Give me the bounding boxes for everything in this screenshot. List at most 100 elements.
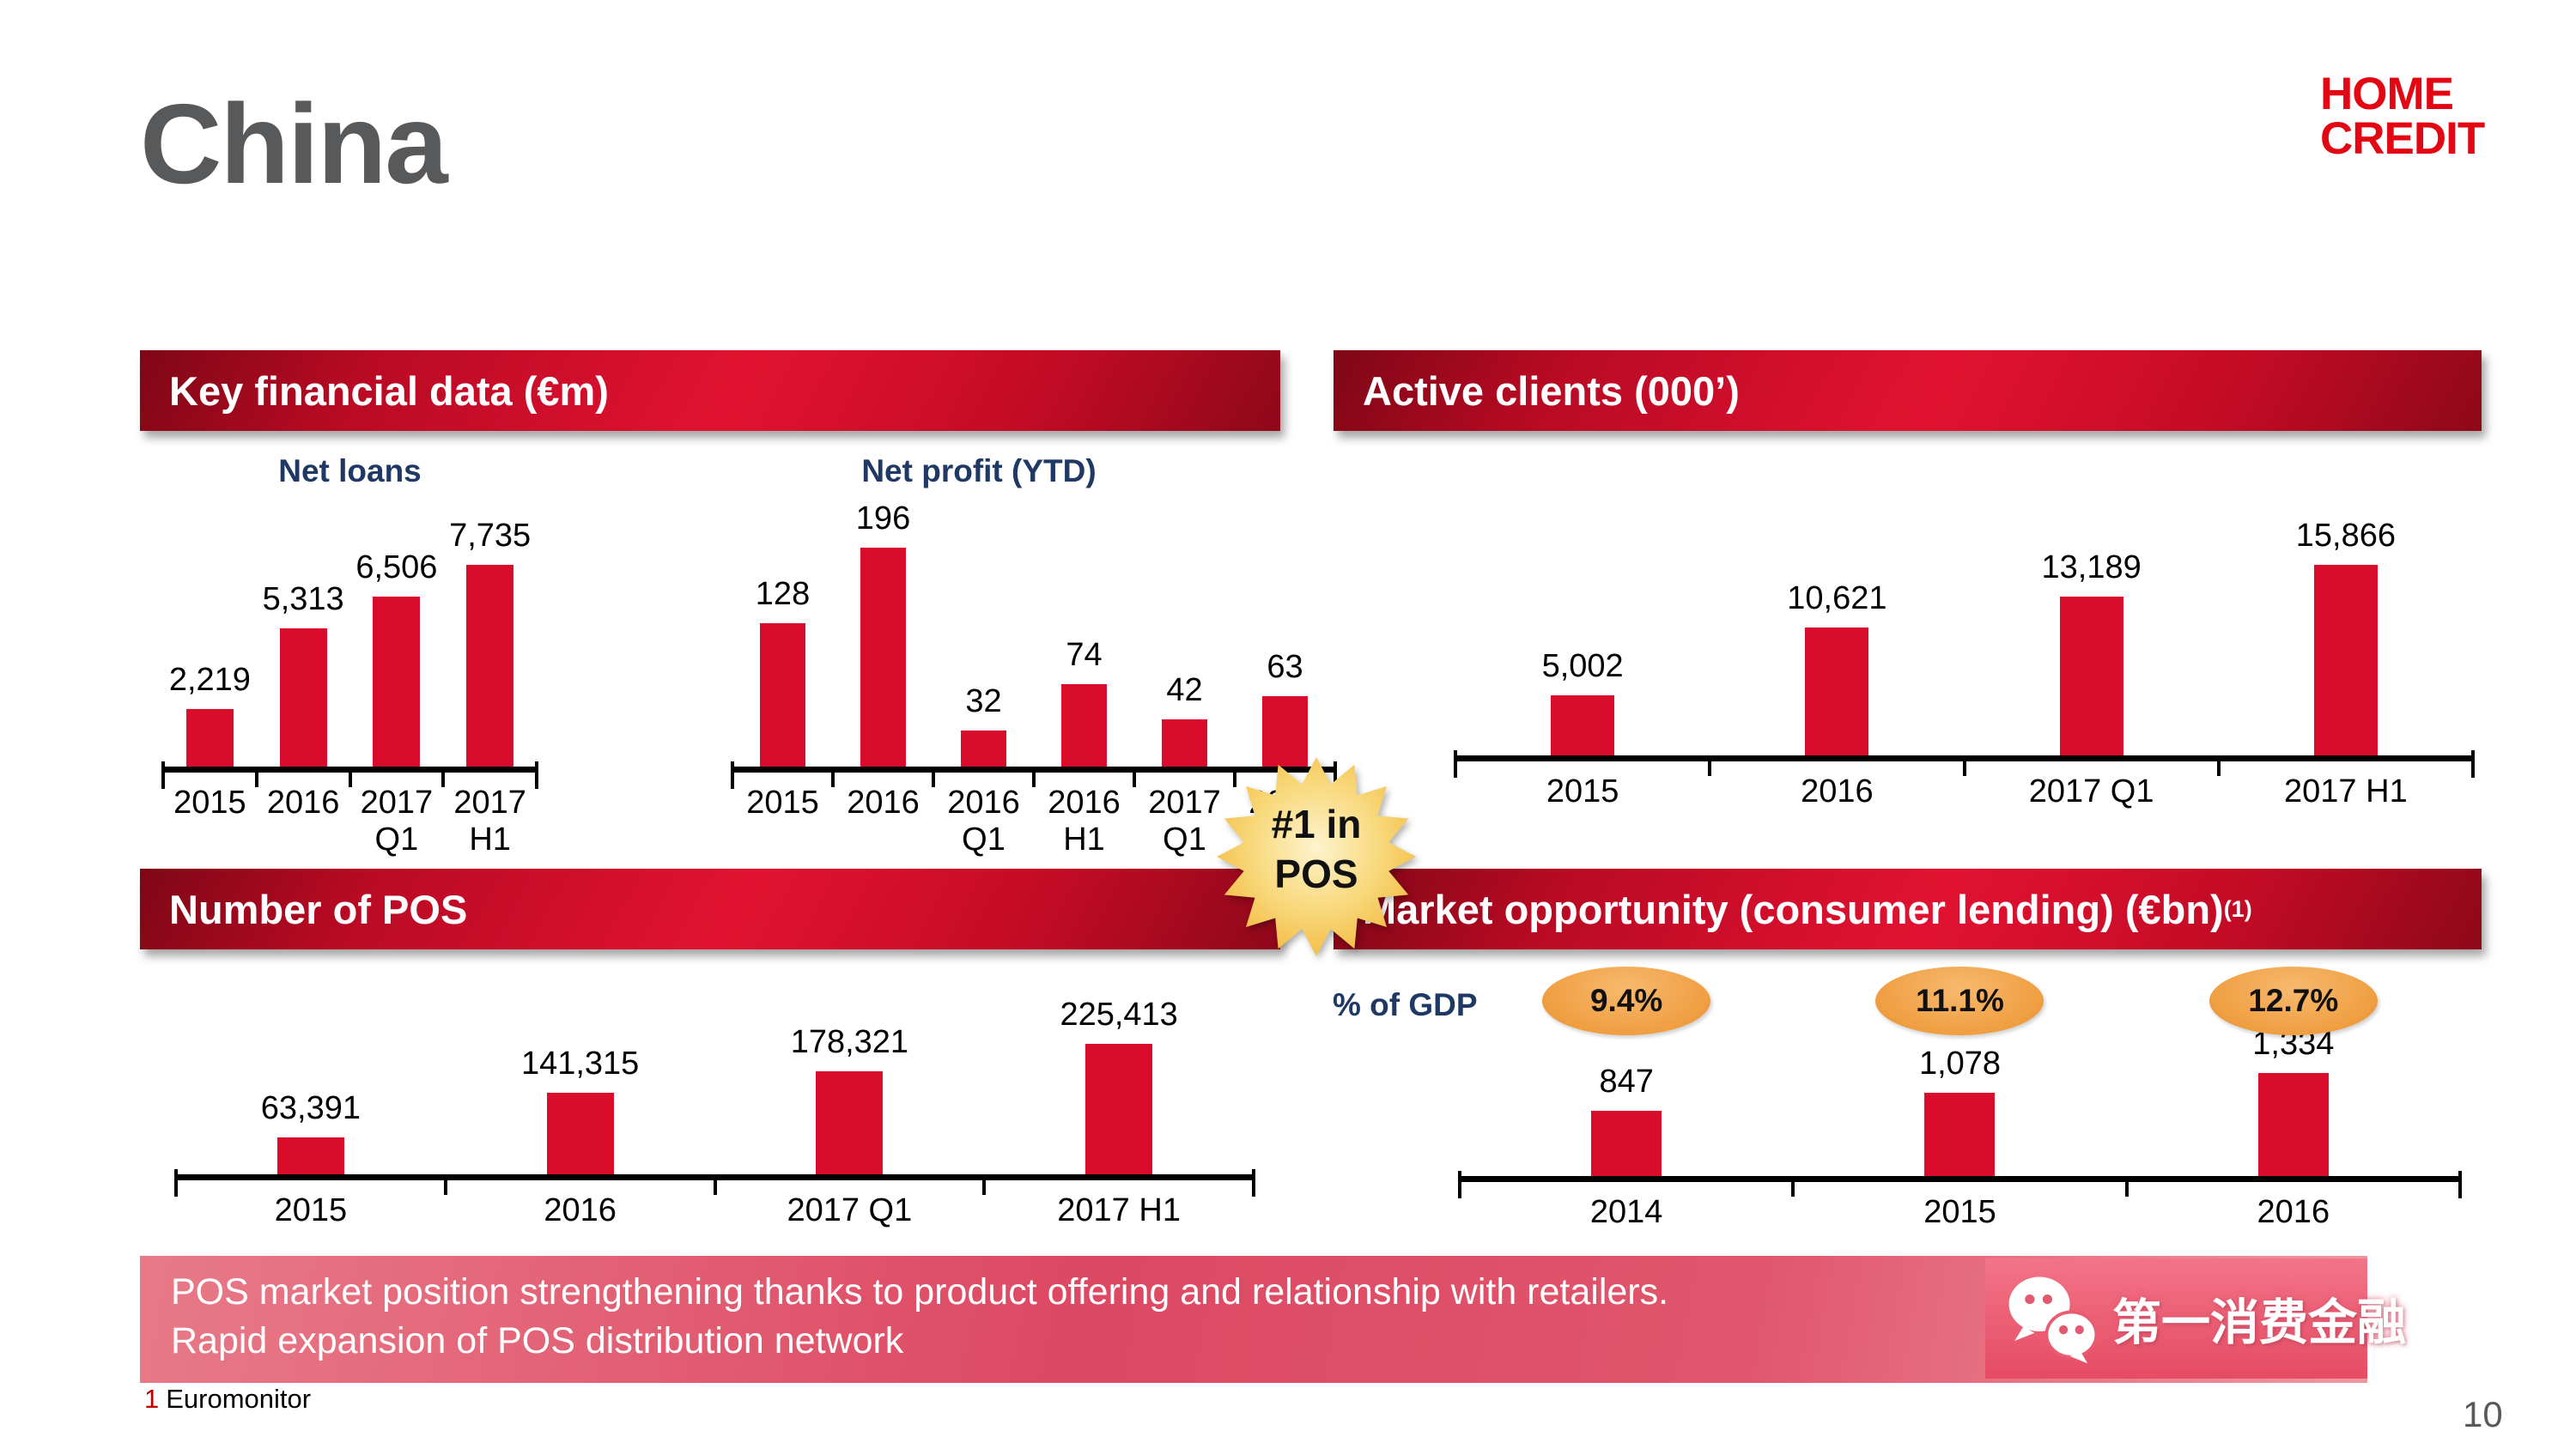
- x-axis: [174, 1169, 1255, 1197]
- active-clients-chart: 5,002 10,621 13,189 15,866 2015 2016 2017 Q1 20…: [1454, 509, 2475, 810]
- bar-group: 42: [1134, 672, 1235, 767]
- bar-value-label: 63,391: [260, 1090, 361, 1126]
- bar-value-label: 196: [855, 500, 911, 537]
- bar-group: 196: [833, 500, 933, 767]
- x-axis-label: 2015: [173, 785, 246, 821]
- bar-value-label: 32: [965, 683, 1002, 719]
- bar-value-label: 13,189: [2041, 549, 2142, 585]
- bar: [279, 628, 327, 767]
- bar-group: 10,621: [1710, 580, 1964, 755]
- x-axis-label: 2015: [1923, 1194, 1996, 1230]
- bar-value-label: 128: [755, 576, 811, 612]
- x-axis-label: 2016: [266, 785, 340, 821]
- banner-active-clients: Active clients (000’): [1334, 350, 2482, 431]
- market-opportunity-chart: 847 1,078 1,334 2014 2015 2016: [1458, 1017, 2462, 1231]
- footnote: 1 Euromonitor: [144, 1384, 311, 1415]
- x-axis-label: 2017 H1: [2284, 773, 2408, 809]
- banner-market-title: Market opportunity (consumer lending) (€…: [1363, 886, 2224, 932]
- gdp-share-label: % of GDP: [1333, 987, 1478, 1022]
- banner-key-financial-data: Key financial data (€m): [140, 350, 1280, 431]
- bar-group: 13,189: [1965, 549, 2219, 755]
- pos-badge-text: #1 in POS: [1271, 802, 1362, 896]
- x-axis-label: 2017 Q1: [787, 1192, 913, 1228]
- bar: [276, 1137, 344, 1174]
- net-loans-title: Net loans: [278, 453, 422, 488]
- bar-group: 5,002: [1455, 648, 1710, 755]
- bar: [373, 597, 421, 767]
- bar: [1805, 627, 1869, 755]
- bar-group: 1,078: [1793, 1046, 2126, 1176]
- bar-group: 15,866: [2219, 518, 2473, 755]
- bar: [2257, 1073, 2329, 1176]
- x-axis-label: 2015: [746, 785, 819, 821]
- bar-group: 847: [1460, 1064, 1793, 1176]
- x-axis: [161, 761, 538, 789]
- page-number: 10: [2463, 1394, 2503, 1434]
- bar-value-label: 2,219: [168, 662, 251, 698]
- x-axis: [731, 761, 1337, 789]
- bar-value-label: 5,313: [262, 581, 344, 617]
- bar: [1262, 696, 1308, 767]
- bar-group: 178,321: [715, 1024, 985, 1174]
- wechat-account-badge: 第一消费金融: [1985, 1258, 2406, 1379]
- bar: [1085, 1044, 1153, 1174]
- bar: [860, 548, 906, 767]
- x-axis-label: 2016 Q1: [947, 785, 1020, 858]
- bottom-banner-line1: POS market position strengthening thanks…: [171, 1271, 1669, 1313]
- x-axis: [1454, 750, 2475, 778]
- banner-number-of-pos: Number of POS: [140, 869, 1280, 949]
- banner-market-opportunity: Market opportunity (consumer lending) (€…: [1334, 869, 2482, 949]
- gdp-oval-2015: 11.1%: [1875, 967, 2044, 1035]
- x-axis-label: 2016: [847, 785, 920, 821]
- bar-value-label: 141,315: [520, 1046, 640, 1082]
- page-title: China: [140, 81, 448, 207]
- net-loans-chart: 2,219 5,313 6,506 7,735 2015 2016 2017 Q1 2017 …: [161, 509, 538, 858]
- home-credit-logo: HOME CREDIT: [2320, 69, 2485, 164]
- footnote-marker: 1: [144, 1384, 160, 1414]
- bar-value-label: 10,621: [1787, 580, 1887, 616]
- x-axis-label: 2017 H1: [453, 785, 526, 858]
- wechat-account-name: 第一消费金融: [2112, 1295, 2406, 1350]
- bar-group: 2,219: [163, 662, 257, 767]
- bar-value-label: 1,078: [1918, 1046, 2002, 1082]
- bar-group: 63,391: [176, 1090, 446, 1174]
- x-axis-label: 2015: [1546, 773, 1619, 809]
- x-axis-label: 2017 Q1: [1148, 785, 1221, 858]
- bar-group: 1,334: [2127, 1026, 2460, 1176]
- bar-value-label: 15,866: [2295, 518, 2396, 554]
- starburst-icon: [1217, 757, 1416, 956]
- bar: [466, 565, 514, 767]
- bar-value-label: 42: [1166, 672, 1203, 708]
- bar: [1924, 1093, 1996, 1176]
- bar-value-label: 6,506: [355, 549, 438, 585]
- x-axis: [1458, 1171, 2462, 1198]
- bar-group: 32: [933, 683, 1034, 767]
- bottom-banner-line2: Rapid expansion of POS distribution netw…: [171, 1320, 904, 1362]
- bar-group: 128: [732, 576, 833, 767]
- gdp-oval-2014: 9.4%: [1542, 967, 1711, 1035]
- x-axis-label: 2016: [1801, 773, 1874, 809]
- bar: [961, 731, 1006, 767]
- bar: [1551, 695, 1615, 755]
- net-profit-title: Net profit (YTD): [861, 453, 1097, 488]
- bar: [546, 1093, 614, 1174]
- bar-group: 5,313: [257, 581, 350, 767]
- number-of-pos-chart: 63,391 141,315 178,321 225,413 2015 2016 2017 …: [174, 988, 1255, 1229]
- bar: [2059, 597, 2123, 755]
- x-axis-label: 2017 Q1: [360, 785, 434, 858]
- bar: [1162, 719, 1207, 767]
- bar-value-label: 74: [1066, 637, 1103, 673]
- x-axis-label: 2017 Q1: [2028, 773, 2154, 809]
- logo-line-credit: CREDIT: [2320, 112, 2485, 164]
- bar: [816, 1071, 884, 1174]
- bar: [760, 623, 805, 767]
- bar-value-label: 225,413: [1060, 997, 1178, 1033]
- bar: [2313, 565, 2378, 755]
- bar-value-label: 63: [1267, 649, 1303, 685]
- bar-value-label: 178,321: [790, 1024, 909, 1060]
- wechat-icon: [2008, 1276, 2099, 1364]
- x-axis-label: 2016: [544, 1192, 617, 1228]
- gdp-share-row: 9.4% 11.1% 12.7%: [1460, 965, 2460, 1037]
- bar-group: 6,506: [350, 549, 444, 767]
- logo-line-home: HOME: [2320, 69, 2454, 119]
